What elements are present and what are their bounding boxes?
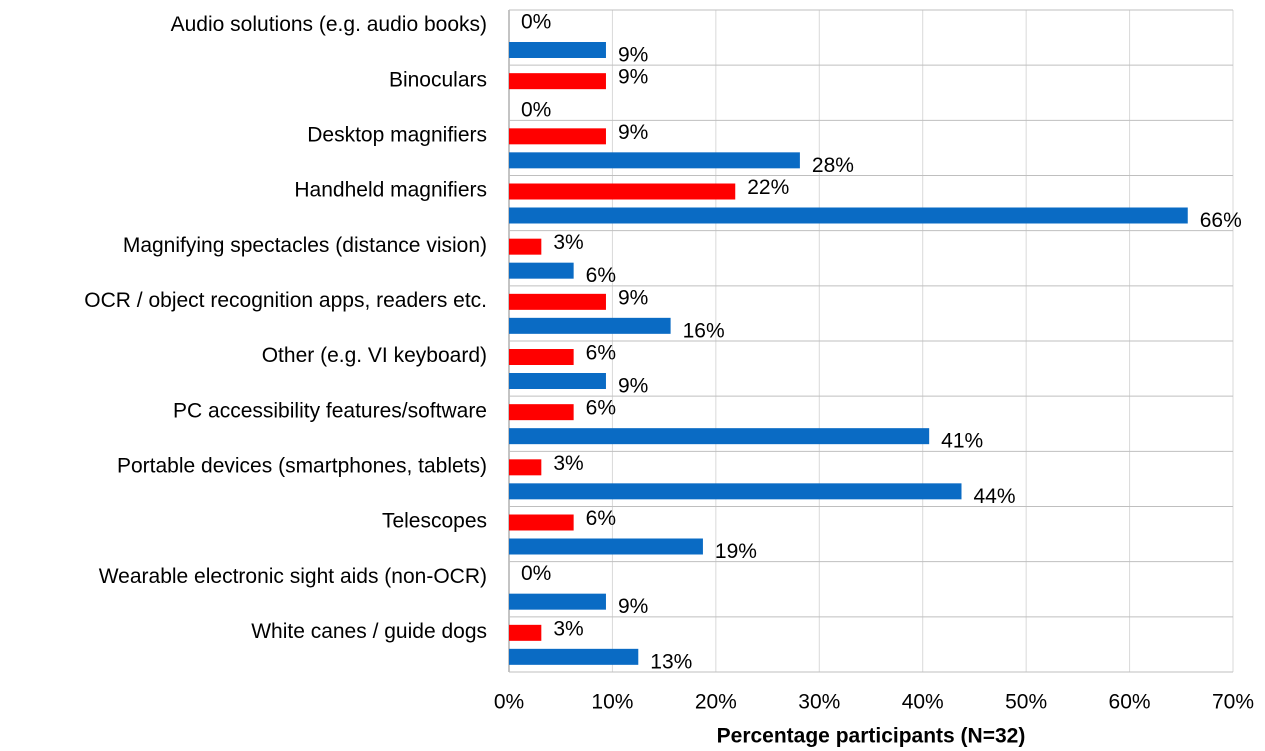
- value-label: 66%: [1200, 209, 1242, 232]
- x-tick-label: 60%: [1109, 691, 1151, 714]
- value-label: 22%: [747, 176, 789, 199]
- value-label: 9%: [618, 66, 648, 89]
- value-label: 9%: [618, 121, 648, 144]
- bar: [509, 293, 606, 310]
- category-label: White canes / guide dogs: [251, 620, 487, 643]
- value-label: 9%: [618, 375, 648, 398]
- category-label: Magnifying spectacles (distance vision): [123, 234, 487, 257]
- value-label: 3%: [553, 231, 583, 254]
- category-label: Binoculars: [389, 68, 487, 91]
- value-label: 0%: [521, 11, 551, 34]
- x-tick-label: 10%: [591, 691, 633, 714]
- value-label: 9%: [618, 286, 648, 309]
- value-label: 13%: [650, 650, 692, 673]
- category-label: OCR / object recognition apps, readers e…: [84, 289, 487, 312]
- bar: [509, 238, 542, 255]
- bar: [509, 207, 1188, 224]
- value-label: 6%: [586, 397, 616, 420]
- category-label: Other (e.g. VI keyboard): [262, 344, 487, 367]
- bar: [509, 593, 606, 610]
- value-label: 6%: [586, 264, 616, 287]
- bar: [509, 183, 736, 200]
- bar: [509, 262, 574, 279]
- x-axis-title: Percentage participants (N=32): [717, 725, 1026, 748]
- bar: [509, 73, 606, 90]
- value-label: 16%: [683, 319, 725, 342]
- category-label: Portable devices (smartphones, tablets): [117, 454, 487, 477]
- x-tick-label: 70%: [1212, 691, 1254, 714]
- bar: [509, 373, 606, 389]
- category-label: Handheld magnifiers: [294, 179, 487, 202]
- value-label: 9%: [618, 44, 648, 67]
- value-label: 3%: [553, 452, 583, 475]
- bar: [509, 648, 639, 665]
- x-tick-label: 40%: [902, 691, 944, 714]
- value-label: 28%: [812, 154, 854, 177]
- bar: [509, 349, 574, 365]
- bar: [509, 128, 606, 145]
- x-tick-label: 0%: [494, 691, 524, 714]
- bar: [509, 152, 800, 169]
- value-label: 19%: [715, 540, 757, 563]
- x-tick-label: 20%: [695, 691, 737, 714]
- bar: [509, 404, 574, 421]
- value-label: 44%: [974, 485, 1016, 508]
- bar: [509, 428, 930, 445]
- category-label: PC accessibility features/software: [173, 399, 487, 422]
- value-label: 9%: [618, 595, 648, 618]
- category-label: Desktop magnifiers: [307, 123, 487, 146]
- category-label: Wearable electronic sight aids (non-OCR): [99, 565, 487, 588]
- value-label: 0%: [521, 562, 551, 585]
- category-label: Telescopes: [382, 510, 487, 533]
- bar: [509, 42, 606, 58]
- value-label: 3%: [553, 617, 583, 640]
- value-label: 0%: [521, 99, 551, 122]
- bar: [509, 624, 542, 641]
- bar: [509, 483, 962, 500]
- value-label: 6%: [586, 507, 616, 530]
- value-label: 41%: [941, 430, 983, 453]
- value-label: 6%: [586, 342, 616, 365]
- x-tick-label: 50%: [1005, 691, 1047, 714]
- category-label: Audio solutions (e.g. audio books): [171, 13, 487, 36]
- bar: [509, 538, 703, 555]
- bar: [509, 514, 574, 531]
- x-tick-label: 30%: [798, 691, 840, 714]
- bar: [509, 317, 671, 334]
- bar: [509, 459, 542, 476]
